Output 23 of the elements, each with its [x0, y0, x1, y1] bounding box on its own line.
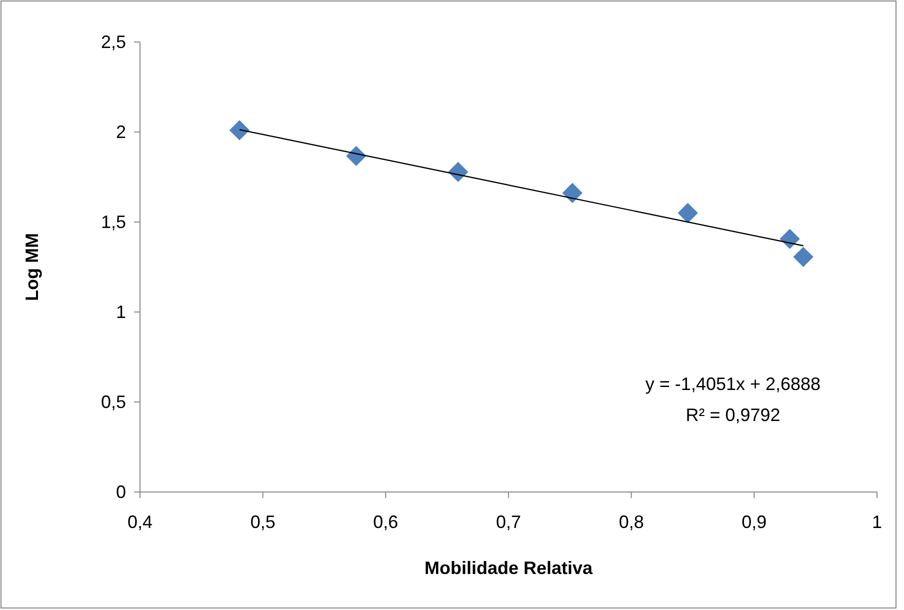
y-axis-title: Log MM — [22, 233, 42, 301]
point — [229, 120, 250, 140]
x-tick-label: 0,4 — [127, 512, 153, 532]
x-tick-label: 1 — [872, 512, 882, 532]
annotation: R² = 0,9792 — [686, 405, 780, 425]
y-tick-label: 1 — [116, 302, 126, 322]
annotation: y = -1,4051x + 2,6888 — [645, 374, 821, 394]
point — [678, 202, 698, 224]
x-tick-label: 0,8 — [618, 512, 644, 532]
x-tick-label: 0,7 — [496, 512, 522, 532]
y-tick-label: 2 — [116, 122, 126, 142]
point — [448, 162, 468, 182]
y-tick-label: 2,5 — [100, 32, 126, 52]
x-tick-label: 0,9 — [742, 512, 767, 532]
point — [793, 246, 814, 268]
y-tick-label: 0 — [116, 482, 126, 502]
x-tick-label: 0,6 — [373, 512, 398, 532]
point — [780, 228, 800, 250]
x-axis-title: Mobilidade Relativa — [424, 558, 594, 578]
point — [562, 182, 582, 204]
x-tick-label: 0,5 — [250, 512, 276, 532]
y-tick-label: 1,5 — [100, 212, 126, 232]
y-tick-label: 0,5 — [100, 392, 126, 412]
